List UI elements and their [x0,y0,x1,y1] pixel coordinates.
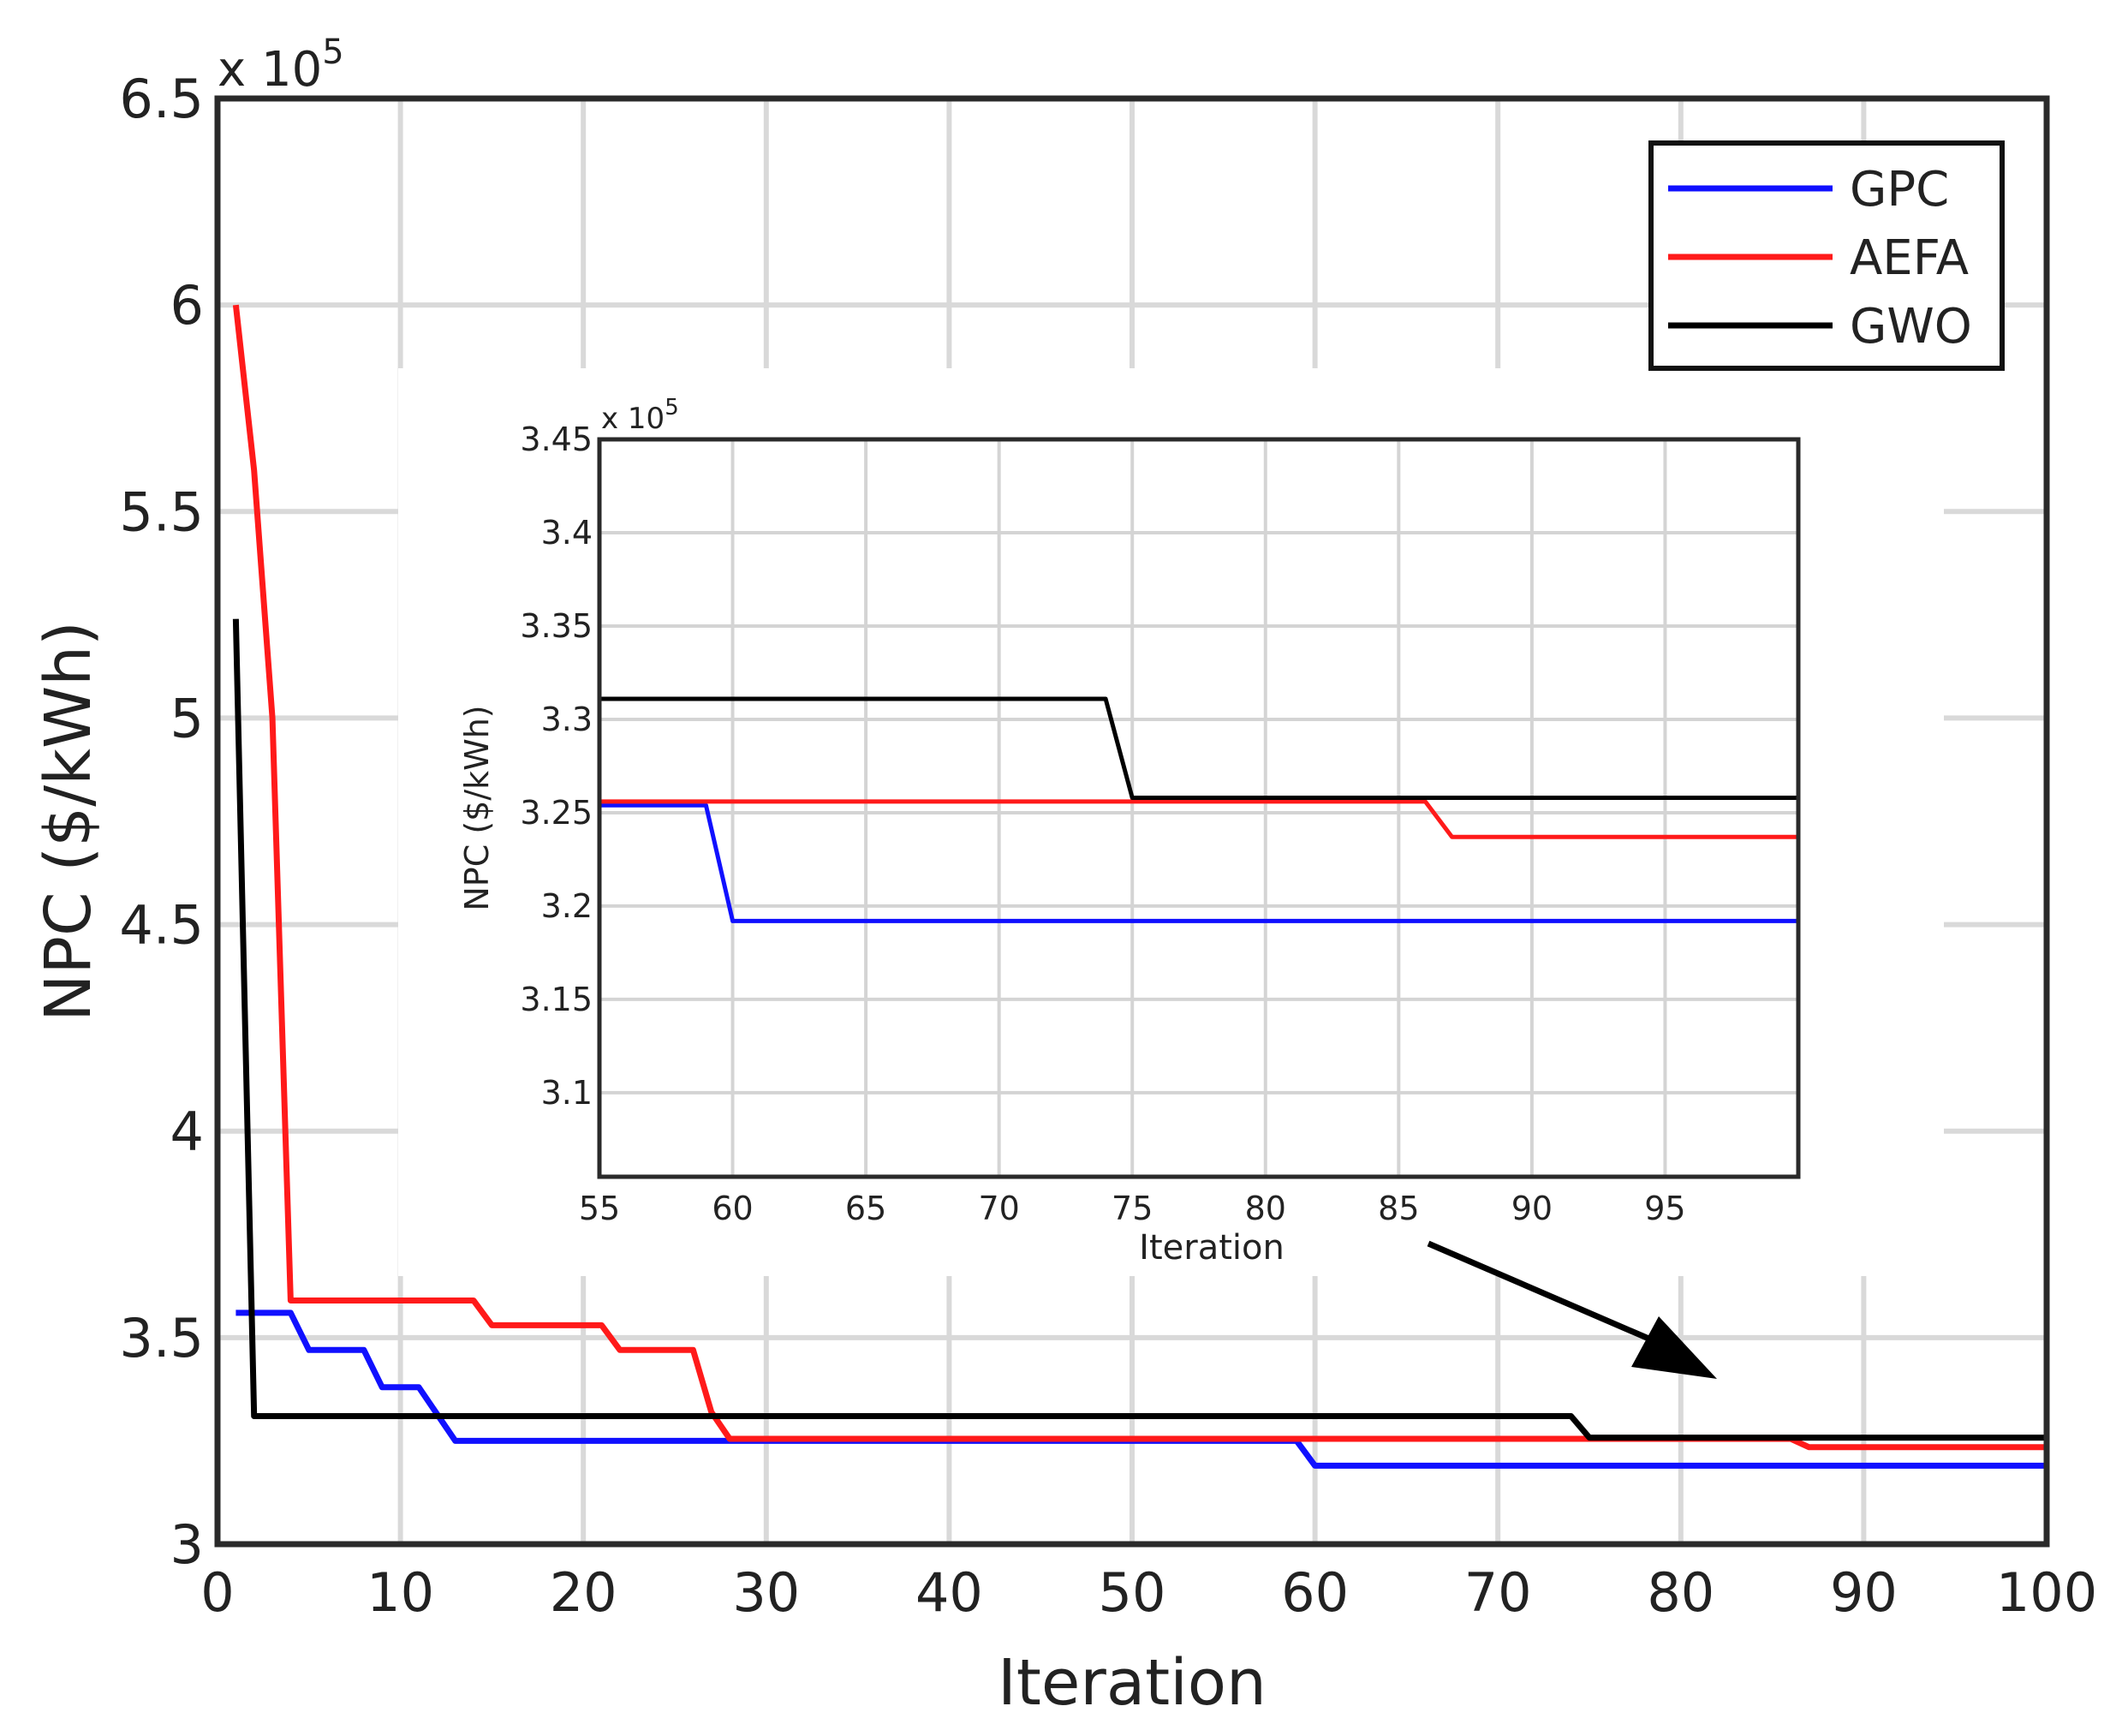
x-tick-label: 100 [1996,1561,2097,1624]
x-tick-label: 70 [1464,1561,1532,1624]
legend-label-gwo: GWO [1850,299,1972,355]
inset-y-tick-label: 3.3 [541,701,593,738]
inset-y-tick-label: 3.45 [520,421,593,458]
arrow-shaft [1427,1240,1654,1344]
y-tick-label: 6.5 [119,68,204,130]
legend-label-gpc: GPC [1850,162,1949,218]
inset-x-tick-label: 95 [1644,1190,1685,1227]
inset-y-tick-label: 3.35 [520,607,593,645]
inset-x-tick-label: 90 [1511,1190,1553,1227]
inset-y-tick-label: 3.2 [541,887,593,925]
inset-plot-frame [597,437,1801,1179]
legend: GPC AEFA GWO [1648,140,2005,371]
inset-y-tick-label: 3.1 [541,1074,593,1112]
x-tick-label: 10 [367,1561,434,1624]
y-exponent-label: x 105 [218,33,344,98]
series-line-gwo [232,618,2047,1441]
inset-y-exponent-label: x 105 [601,395,679,436]
x-tick-label: 30 [732,1561,800,1624]
x-tick-label: 90 [1830,1561,1898,1624]
x-tick-label: 80 [1647,1561,1714,1624]
zoom-arrow [1427,1240,1717,1379]
legend-label-aefa: AEFA [1850,230,1969,286]
y-tick-label: 3 [170,1513,204,1576]
inset-series-line-gwo [599,696,1798,800]
inset-x-tick-label: 75 [1112,1190,1153,1227]
inset-plot-area [599,439,1798,1177]
inset-x-axis-label: Iteration [1139,1228,1285,1268]
x-axis-label: Iteration [998,1646,1267,1720]
x-tick-label: 50 [1099,1561,1166,1624]
x-tick-label: 60 [1281,1561,1349,1624]
x-tick-label: 20 [550,1561,617,1624]
inset-x-tick-label: 55 [579,1190,620,1227]
x-tick-label: 40 [915,1561,983,1624]
y-tick-label: 5 [170,687,204,749]
y-tick-label: 4.5 [119,894,204,957]
inset-y-tick-label: 3.4 [541,514,593,552]
y-tick-label: 4 [170,1101,204,1163]
inset-chart: 55 60 65 70 75 80 85 90 95 3.1 3.15 3.2 3.25 3.3 3.35 3… [458,395,1801,1268]
main-plot-frame [214,95,2050,1548]
x-tick-label: 0 [200,1561,234,1624]
inset-x-tick-label: 60 [712,1190,753,1227]
y-axis-label: NPC ($/kWh) [32,621,105,1022]
inset-y-tick-label: 3.25 [520,794,593,832]
inset-series-line-aefa [599,799,1798,839]
inset-x-tick-label: 80 [1245,1190,1286,1227]
main-series [232,304,2047,1469]
inset-x-tick-label: 70 [978,1190,1019,1227]
inset-y-axis-label: NPC ($/kWh) [458,705,496,910]
inset-y-tick-label: 3.15 [520,981,593,1018]
y-tick-label: 3.5 [119,1307,204,1369]
y-tick-label: 5.5 [119,480,204,543]
inset-series-line-gpc [599,802,1798,923]
inset-x-tick-label: 65 [845,1190,886,1227]
series-line-gpc [235,1309,2047,1469]
y-tick-label: 6 [170,274,204,337]
arrow-head [1631,1316,1717,1379]
inset-x-tick-label: 85 [1378,1190,1419,1227]
main-axes: 0 10 20 30 40 50 60 70 80 90 100 3 3.5 4 4.5 5 5.5 6 6.5 It… [32,33,2097,1720]
